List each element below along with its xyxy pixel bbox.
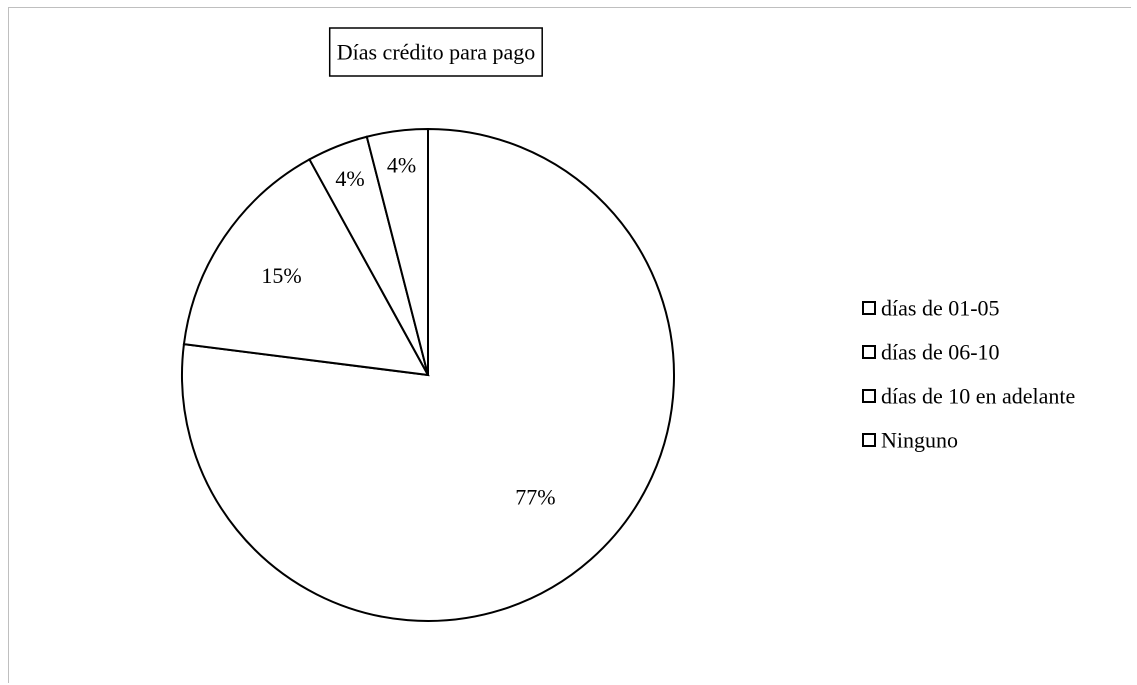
data-label-1: 77% [515,484,555,509]
pie-slice-4 [365,127,429,376]
legend-swatch-3 [862,389,876,403]
legend-item-3: días de 10 en adelante [862,384,1075,409]
data-label-4: 4% [387,153,416,178]
chart-title: Días crédito para pago [328,27,543,77]
pie-slice-2 [182,158,430,377]
chart-title-text: Días crédito para pago [337,40,536,65]
legend-swatch-4 [862,433,876,447]
legend-label-1: días de 01-05 [881,296,1000,321]
data-label-2: 15% [261,263,301,288]
pie-data-labels: 77% 15% 4% 4% [261,153,555,510]
data-label-3: 4% [335,166,364,191]
legend-label-2: días de 06-10 [881,340,1000,365]
pie-slices [181,127,675,622]
legend-swatch-1 [862,301,876,315]
legend: días de 01-05 días de 06-10 días de 10 en … [862,296,1075,453]
legend-label-3: días de 10 en adelante [881,384,1075,409]
chart-area: 77% 15% 4% 4% Días crédito para pago días d… [8,7,1131,683]
chart-title-box [328,27,543,77]
legend-label-4: Ninguno [881,428,958,453]
legend-item-2: días de 06-10 [862,340,1000,365]
legend-swatch-2 [862,345,876,359]
pie-chart: 77% 15% 4% 4% Días crédito para pago días d… [181,27,1075,622]
legend-item-1: días de 01-05 [862,296,1000,321]
legend-item-4: Ninguno [862,428,958,453]
